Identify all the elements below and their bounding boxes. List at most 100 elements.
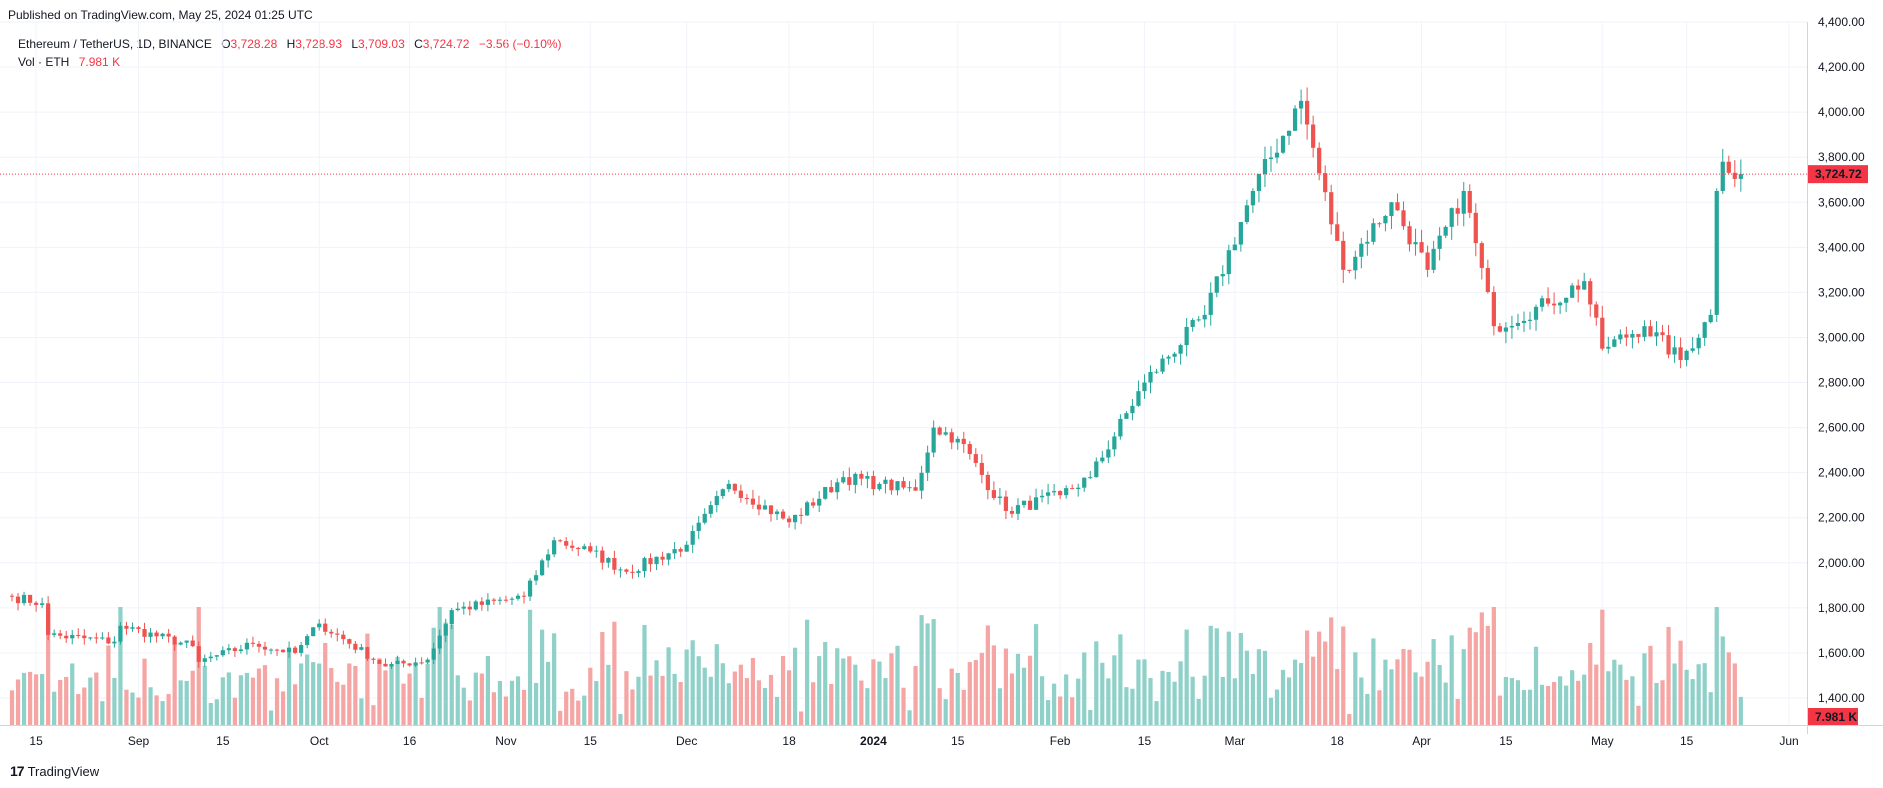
- volume-bar: [539, 629, 545, 725]
- volume-bar: [624, 671, 629, 725]
- candle-body: [154, 632, 159, 637]
- candle-body: [1232, 244, 1237, 251]
- x-tick-label: Nov: [495, 734, 516, 748]
- volume-bar: [1160, 670, 1165, 725]
- volume-bar: [70, 663, 75, 725]
- candle-body: [877, 483, 882, 490]
- candle-body: [955, 438, 960, 443]
- volume-bar: [1142, 659, 1147, 725]
- volume-bar: [1064, 674, 1069, 725]
- symbol-name[interactable]: Ethereum / TetherUS, 1D, BINANCE: [18, 37, 212, 51]
- candle-body: [305, 636, 310, 646]
- candle-body: [1323, 173, 1328, 193]
- candle-body: [768, 505, 774, 515]
- volume-bar: [648, 675, 653, 725]
- candle-body: [1395, 202, 1400, 211]
- volume-bar: [871, 659, 876, 725]
- candle-body: [997, 496, 1003, 498]
- volume-bar: [280, 691, 286, 725]
- candle-body: [919, 472, 924, 491]
- y-tick-label: 4,000.00: [1818, 105, 1865, 119]
- volume-bar: [485, 656, 490, 725]
- volume-bar: [931, 619, 936, 725]
- volume-bar: [588, 667, 593, 725]
- candle-body: [1112, 436, 1117, 450]
- candle-body: [1154, 371, 1159, 373]
- volume-bar: [955, 672, 960, 725]
- last-price-label: 3,724.72: [1815, 167, 1862, 181]
- tradingview-footer[interactable]: 17 TradingView: [10, 763, 99, 779]
- candle-body: [1461, 190, 1466, 214]
- candle-body: [124, 625, 129, 629]
- volume-bar: [1600, 609, 1605, 725]
- candle-body: [268, 649, 274, 651]
- volume-bar: [859, 680, 864, 725]
- candle-body: [1630, 334, 1635, 338]
- candle-body: [949, 432, 954, 443]
- volume-bar: [1576, 680, 1581, 725]
- candle-body: [214, 655, 219, 657]
- candle-body: [112, 641, 117, 644]
- candle-body: [1612, 339, 1617, 347]
- candle-body: [329, 631, 334, 634]
- volume-bar: [431, 627, 436, 725]
- volume-bar: [148, 687, 153, 725]
- candle-body: [1666, 335, 1671, 355]
- volume-bar: [1720, 636, 1725, 725]
- candle-body: [160, 633, 165, 637]
- candle-body: [738, 490, 743, 498]
- volume-bar: [1618, 664, 1623, 725]
- candle-body: [407, 663, 412, 666]
- time-axis[interactable]: 15 Sep 15 Oct 16 Nov 15 Dec 18 2024 15 Feb 15 Mar 18 Ap…: [29, 734, 1798, 748]
- volume-bar: [64, 676, 69, 725]
- volume-bar: [1449, 635, 1454, 725]
- low-value: 3,709.03: [358, 37, 405, 51]
- volume-bar: [1335, 669, 1340, 725]
- volume-bar: [521, 689, 527, 725]
- price-axis[interactable]: 1,400.00 1,600.00 1,800.00 2,000.00 2,200.00…: [1818, 15, 1865, 705]
- volume-bar: [1407, 649, 1412, 725]
- candle-body: [1262, 159, 1268, 175]
- candle-body: [1684, 350, 1689, 360]
- candle-body: [431, 648, 436, 660]
- candle-body: [1732, 172, 1737, 179]
- candle-body: [377, 659, 382, 664]
- candle-body: [1076, 487, 1081, 490]
- volume-bar: [335, 681, 340, 725]
- volume-bar: [600, 631, 605, 725]
- volume-label[interactable]: Vol · ETH: [18, 55, 70, 69]
- x-tick-label: 18: [1331, 734, 1345, 748]
- volume-bar: [1124, 687, 1129, 725]
- volume-bar: [94, 672, 99, 725]
- y-tick-label: 2,600.00: [1818, 421, 1865, 435]
- volume-bar: [1208, 625, 1213, 725]
- volume-bar: [1009, 673, 1015, 725]
- candle-body: [1738, 174, 1743, 179]
- candle-body: [40, 603, 45, 605]
- candle-body: [371, 658, 376, 660]
- volume-bar: [1100, 662, 1105, 725]
- volume-bar: [853, 664, 858, 725]
- volume-bar: [1684, 669, 1689, 725]
- candle-body: [618, 569, 623, 571]
- candle-body: [847, 477, 852, 485]
- candle-body: [1714, 190, 1719, 315]
- volume-bar: [666, 647, 671, 725]
- candle-body: [1624, 334, 1629, 338]
- candle-body: [961, 438, 966, 445]
- volume-bar: [847, 656, 852, 725]
- candle-body: [1636, 334, 1641, 337]
- candle-body: [395, 660, 400, 665]
- candle-body: [1570, 285, 1575, 298]
- candle-body: [1027, 500, 1033, 510]
- candle-body: [937, 427, 942, 435]
- volume-bar: [811, 682, 816, 725]
- y-tick-label: 4,200.00: [1818, 60, 1865, 74]
- candle-body: [1088, 477, 1093, 479]
- volume-bar: [1088, 709, 1093, 725]
- candle-body: [1202, 314, 1207, 320]
- volume-bar: [618, 713, 623, 725]
- candle-body: [196, 646, 201, 662]
- candle-body: [76, 634, 81, 636]
